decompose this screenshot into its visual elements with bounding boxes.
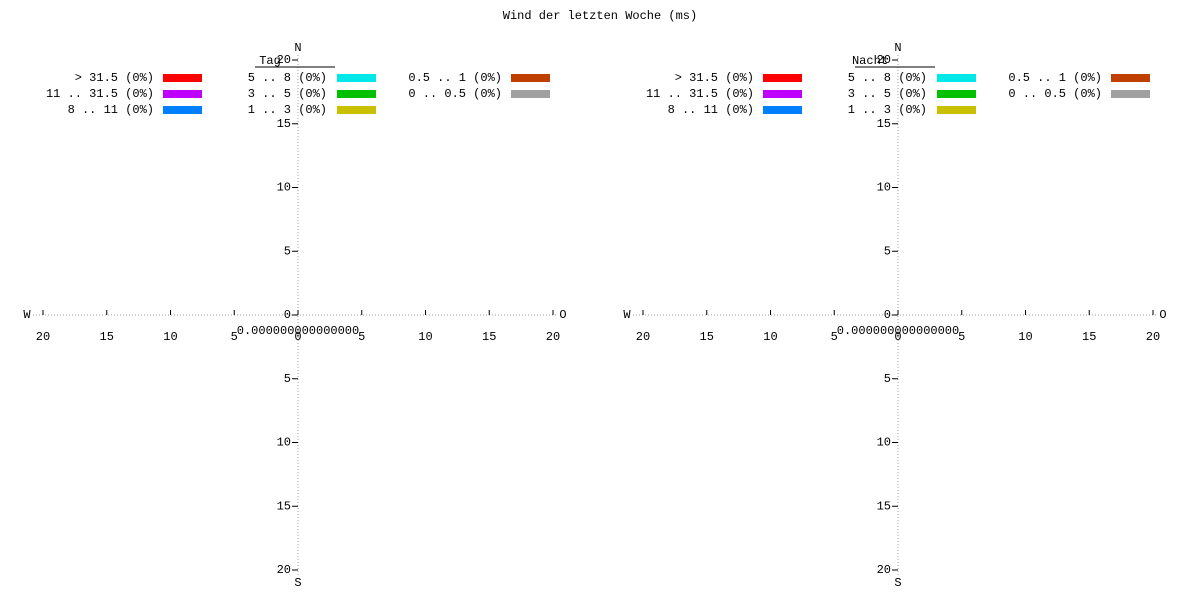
legend-swatch	[511, 74, 550, 82]
direction-label: N	[894, 41, 901, 55]
legend-swatch	[937, 90, 976, 98]
x-tick-label: 15	[1082, 330, 1096, 344]
legend-swatch	[763, 90, 802, 98]
y-tick-label: 15	[277, 117, 291, 131]
x-tick-label: 0	[894, 330, 901, 344]
legend-swatch	[163, 74, 202, 82]
direction-label: S	[894, 576, 901, 590]
direction-label: O	[559, 308, 566, 322]
legend-label: 11 .. 31.5 (0%)	[46, 87, 154, 101]
legend-swatch	[937, 74, 976, 82]
legend-label: 5 .. 8 (0%)	[248, 71, 327, 85]
legend-swatch	[337, 90, 376, 98]
y-tick-label: 10	[277, 181, 291, 195]
legend-label: 1 .. 3 (0%)	[248, 103, 327, 117]
direction-label: W	[23, 308, 31, 322]
legend-swatch	[337, 106, 376, 114]
x-tick-label: 10	[163, 330, 177, 344]
x-tick-label: 5	[231, 330, 238, 344]
legend-label: 0 .. 0.5 (0%)	[408, 87, 502, 101]
y-tick-label: 0	[884, 308, 891, 322]
y-tick-label: 20	[877, 563, 891, 577]
center-label: 0.000000000000000	[237, 324, 359, 338]
x-tick-label: 15	[100, 330, 114, 344]
y-tick-label: 15	[277, 499, 291, 513]
y-tick-label: 10	[877, 181, 891, 195]
y-tick-label: 0	[284, 308, 291, 322]
legend-label: 0 .. 0.5 (0%)	[1008, 87, 1102, 101]
chart-title: Tag	[259, 54, 281, 68]
direction-label: N	[294, 41, 301, 55]
direction-label: O	[1159, 308, 1166, 322]
x-tick-label: 15	[482, 330, 496, 344]
x-tick-label: 5	[958, 330, 965, 344]
page-title: Wind der letzten Woche (ms)	[503, 9, 697, 23]
legend-swatch	[1111, 90, 1150, 98]
direction-label: W	[623, 308, 631, 322]
legend-label: 8 .. 11 (0%)	[68, 103, 154, 117]
x-tick-label: 0	[294, 330, 301, 344]
legend-swatch	[511, 90, 550, 98]
legend-label: 3 .. 5 (0%)	[848, 87, 927, 101]
x-tick-label: 5	[831, 330, 838, 344]
legend-label: 5 .. 8 (0%)	[848, 71, 927, 85]
y-tick-label: 15	[877, 117, 891, 131]
x-tick-label: 20	[546, 330, 560, 344]
legend-label: 0.5 .. 1 (0%)	[408, 71, 502, 85]
y-tick-label: 5	[884, 244, 891, 258]
legend-label: 0.5 .. 1 (0%)	[1008, 71, 1102, 85]
legend-label: 3 .. 5 (0%)	[248, 87, 327, 101]
legend-swatch	[937, 106, 976, 114]
legend-label: 8 .. 11 (0%)	[668, 103, 754, 117]
y-tick-label: 10	[877, 436, 891, 450]
legend-swatch	[1111, 74, 1150, 82]
legend-label: > 31.5 (0%)	[75, 71, 154, 85]
chart-title: Nacht	[852, 54, 888, 68]
x-tick-label: 10	[1018, 330, 1032, 344]
legend-swatch	[763, 74, 802, 82]
x-tick-label: 10	[763, 330, 777, 344]
y-tick-label: 5	[284, 244, 291, 258]
center-label: 0.000000000000000	[837, 324, 959, 338]
y-tick-label: 5	[284, 372, 291, 386]
x-tick-label: 15	[700, 330, 714, 344]
y-tick-label: 5	[884, 372, 891, 386]
x-tick-label: 10	[418, 330, 432, 344]
direction-label: S	[294, 576, 301, 590]
legend-swatch	[763, 106, 802, 114]
y-tick-label: 20	[277, 53, 291, 67]
x-tick-label: 20	[36, 330, 50, 344]
legend-label: 1 .. 3 (0%)	[848, 103, 927, 117]
y-tick-label: 20	[877, 53, 891, 67]
y-tick-label: 10	[277, 436, 291, 450]
y-tick-label: 15	[877, 499, 891, 513]
x-tick-label: 20	[636, 330, 650, 344]
legend-label: 11 .. 31.5 (0%)	[646, 87, 754, 101]
y-tick-label: 20	[277, 563, 291, 577]
legend-label: > 31.5 (0%)	[675, 71, 754, 85]
legend-swatch	[337, 74, 376, 82]
x-tick-label: 20	[1146, 330, 1160, 344]
legend-swatch	[163, 90, 202, 98]
x-tick-label: 5	[358, 330, 365, 344]
legend-swatch	[163, 106, 202, 114]
